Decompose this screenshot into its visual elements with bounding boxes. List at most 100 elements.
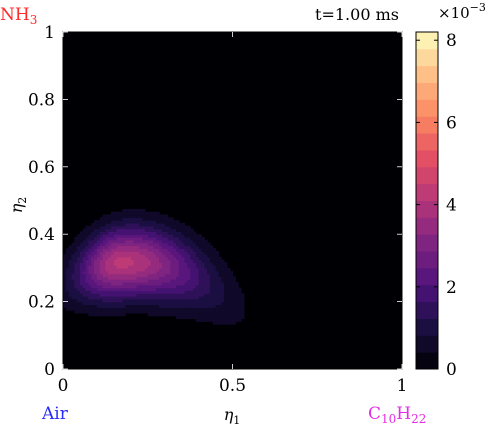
contour-cell (113, 251, 118, 255)
contour-cell (159, 281, 163, 286)
contour-cell (99, 225, 104, 230)
contour-cell (71, 279, 75, 283)
contour-cell (229, 301, 234, 306)
contour-cell (212, 273, 217, 277)
contour-cell (142, 225, 146, 230)
contour-cell (130, 279, 135, 283)
contour-cell (88, 239, 92, 244)
contour-cell (161, 245, 166, 249)
contour-cell (204, 251, 208, 255)
contour-cell (201, 304, 205, 308)
contour-cell (144, 284, 149, 289)
contour-cell (159, 267, 163, 272)
contour-cell (229, 295, 234, 300)
contour-cell (91, 281, 95, 286)
contour-cell (63, 267, 67, 272)
contour-cell (204, 265, 208, 269)
contour-cell (181, 251, 186, 255)
contour-cell (190, 267, 194, 272)
contour-cell (150, 231, 154, 235)
contour-cell (153, 222, 157, 227)
contour-cell (116, 245, 121, 249)
contour-cell (207, 284, 211, 289)
contour-cell (159, 307, 163, 311)
contour-cell (111, 259, 115, 263)
contour-cell (167, 301, 171, 306)
contour-cell (96, 273, 101, 277)
contour-cell (127, 284, 132, 289)
contour-cell (173, 273, 177, 277)
contour-cell (167, 239, 171, 244)
contour-cell (176, 225, 180, 230)
colorbar-level (416, 116, 438, 134)
contour-cell (142, 267, 146, 272)
contour-cell (125, 217, 129, 221)
contour-cell (198, 253, 203, 258)
contour-cell (68, 287, 73, 291)
contour-cell (190, 231, 194, 235)
contour-cell (116, 304, 121, 308)
contour-cell (88, 310, 92, 314)
contour-cell (108, 242, 112, 247)
contour-cell (142, 281, 146, 286)
contour-cell (215, 295, 219, 300)
contour-cell (192, 301, 197, 306)
contour-cell (94, 312, 98, 317)
contour-cell (127, 239, 132, 244)
contour-cell (113, 222, 118, 227)
contour-cell (167, 298, 171, 303)
contour-cell (147, 211, 152, 216)
contour-cell (63, 256, 67, 261)
contour-cell (164, 214, 169, 218)
contour-cell (176, 234, 180, 238)
contour-cell (159, 279, 163, 283)
contour-cell (204, 315, 208, 320)
contour-cell (111, 310, 115, 314)
contour-cell (130, 231, 135, 235)
contour-cell (144, 310, 149, 314)
contour-cell (102, 225, 106, 230)
contour-cell (218, 267, 222, 272)
contour-cell (108, 231, 112, 235)
contour-cell (99, 287, 104, 291)
contour-cell (139, 284, 143, 289)
contour-cell (167, 237, 171, 241)
contour-cell (212, 312, 217, 317)
contour-cell (85, 239, 90, 244)
contour-cell (71, 281, 75, 286)
contour-cell (218, 318, 222, 322)
contour-cell (105, 284, 109, 289)
contour-cell (232, 293, 236, 297)
contour-cell (164, 248, 169, 252)
contour-cell (192, 237, 197, 241)
contour-cell (159, 248, 163, 252)
colorbar-level (416, 183, 438, 201)
contour-cell (108, 234, 112, 238)
contour-cell (224, 270, 228, 275)
contour-cell (99, 281, 104, 286)
contour-cell (133, 220, 138, 224)
contour-cell (96, 234, 101, 238)
contour-cell (156, 228, 160, 232)
contour-cell (226, 276, 231, 280)
contour-cell (127, 262, 132, 266)
contour-cell (91, 304, 95, 308)
contour-cell (235, 284, 239, 289)
contour-cell (204, 298, 208, 303)
contour-cell (94, 273, 98, 277)
contour-cell (167, 293, 171, 297)
contour-cell (65, 307, 70, 311)
contour-cell (74, 284, 78, 289)
contour-cell (139, 298, 143, 303)
contour-cell (105, 281, 109, 286)
contour-cell (85, 234, 90, 238)
contour-cell (147, 284, 152, 289)
contour-cell (105, 312, 109, 317)
contour-cell (184, 298, 188, 303)
contour-cell (99, 253, 104, 258)
contour-cell (77, 270, 81, 275)
contour-cell (74, 259, 78, 263)
contour-cell (192, 253, 197, 258)
contour-cell (68, 298, 73, 303)
contour-cell (79, 237, 84, 241)
